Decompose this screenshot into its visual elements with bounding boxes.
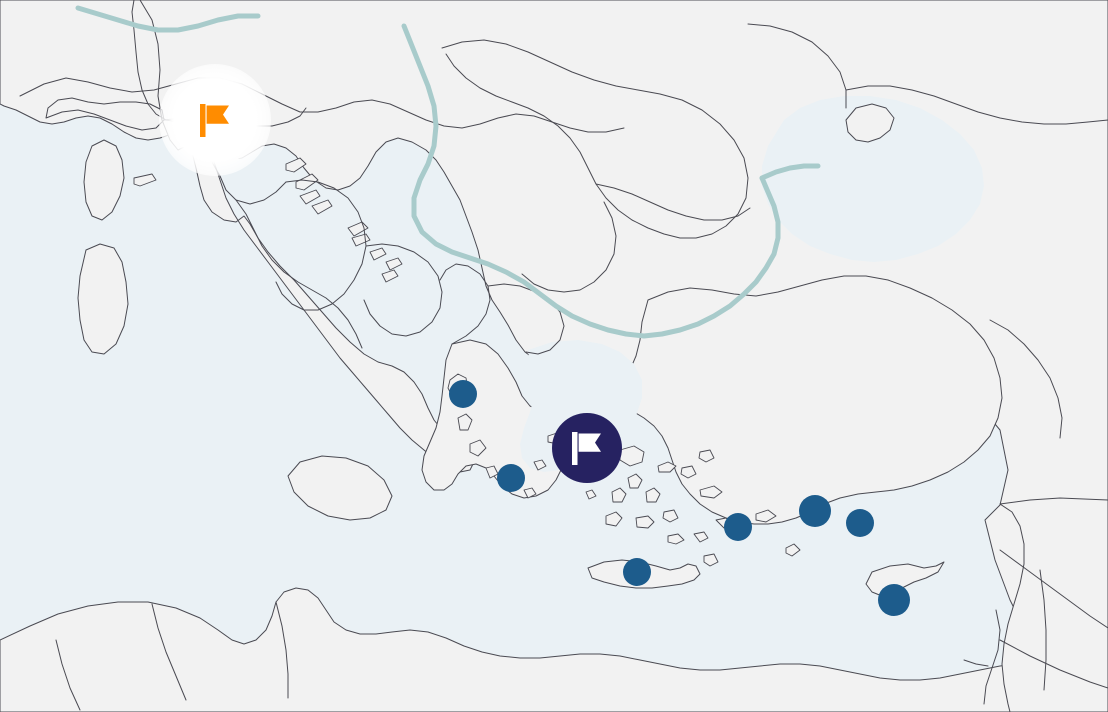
river-danube-delta — [759, 163, 821, 181]
port-stop-5[interactable] — [799, 495, 831, 527]
port-stop-4[interactable] — [724, 513, 752, 541]
landmass-north-africa — [0, 587, 1108, 712]
river-danube-upper — [75, 5, 261, 33]
port-stop-2[interactable] — [497, 464, 525, 492]
landmass-corsica — [83, 139, 125, 221]
sea-black-sea — [762, 96, 984, 262]
landmass-levant — [999, 497, 1108, 712]
landmass-turkey — [621, 275, 1003, 525]
country-borders — [19, 23, 1108, 711]
start-flag-marker[interactable] — [159, 64, 271, 176]
river-danube-middle — [401, 23, 781, 339]
port-stop-3[interactable] — [623, 558, 651, 586]
landmass-crimea — [845, 103, 895, 143]
port-stop-7[interactable] — [878, 584, 910, 616]
landmass-sicily — [287, 455, 393, 521]
flag-icon — [572, 432, 601, 465]
dalmatian-islands — [133, 157, 403, 283]
port-stop-1[interactable] — [449, 380, 477, 408]
flag-icon — [200, 104, 229, 137]
landmass-sardinia — [77, 243, 129, 355]
highlight-flag-marker[interactable] — [552, 413, 622, 483]
port-stop-6[interactable] — [846, 509, 874, 537]
